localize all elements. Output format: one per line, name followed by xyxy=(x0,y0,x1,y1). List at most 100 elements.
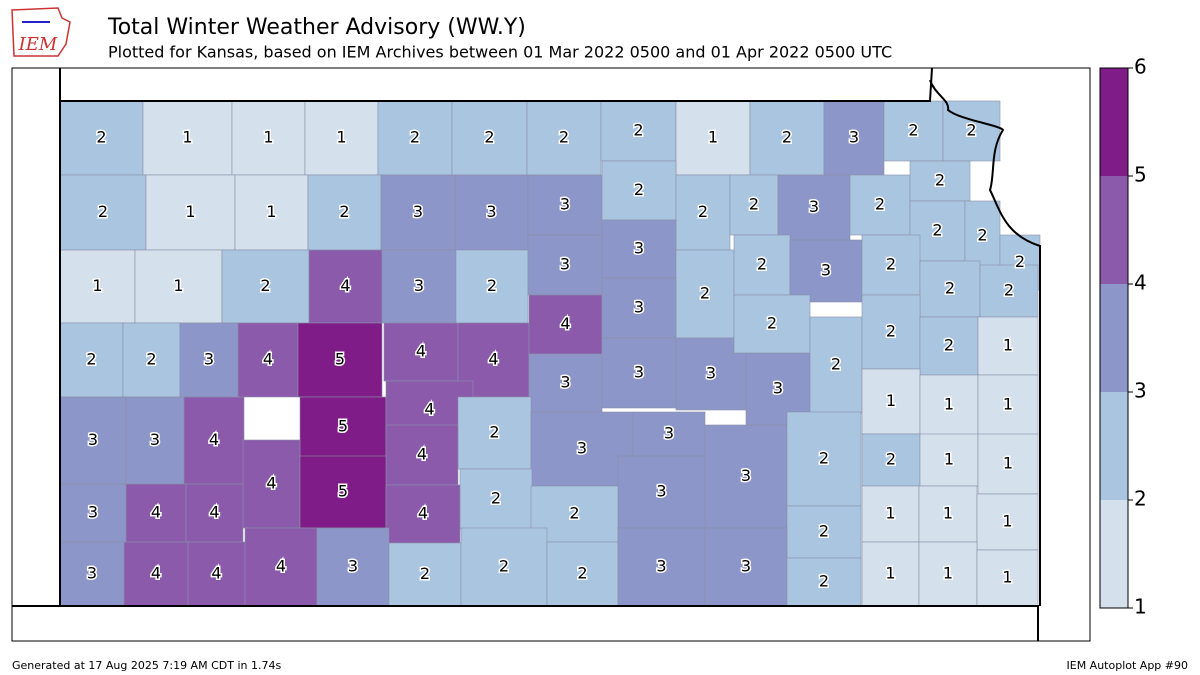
county-label: 2 xyxy=(146,350,156,369)
county-label: 2 xyxy=(819,572,829,591)
logo-outline xyxy=(11,7,71,57)
county-label: 2 xyxy=(96,128,106,147)
county-label: 4 xyxy=(266,474,276,493)
county xyxy=(457,396,532,470)
county-label: 2 xyxy=(420,564,430,583)
colorbar: 1 2 3 4 5 6 xyxy=(1099,55,1147,619)
county-label: 2 xyxy=(559,128,569,147)
county xyxy=(122,322,181,398)
county-label: 1 xyxy=(336,128,346,147)
county xyxy=(861,433,921,487)
county-label: 1 xyxy=(263,128,273,147)
county-label: 4 xyxy=(340,276,350,295)
county-label: 3 xyxy=(87,564,97,583)
county-label: 3 xyxy=(88,503,98,522)
county-label: 1 xyxy=(708,128,718,147)
county xyxy=(919,316,979,376)
county xyxy=(749,100,825,176)
county xyxy=(244,527,318,607)
county-label: 3 xyxy=(560,195,570,214)
county xyxy=(909,160,971,202)
county-label: 2 xyxy=(966,121,976,140)
county-label: 3 xyxy=(656,557,666,576)
county-label: 4 xyxy=(276,557,286,576)
counties: 2 1 1 1 2 2 2 2 1 2 3 2 2 2 1 1 2 3 3 3 2 2 2 3 2 2 2 2 2 1 1 2 4 3 2 3 3 2 2 3… xyxy=(59,100,1041,607)
county-label: 3 xyxy=(413,202,423,221)
county xyxy=(316,527,390,607)
map-frame xyxy=(11,67,1091,642)
county-label: 3 xyxy=(634,363,644,382)
county xyxy=(454,174,529,251)
county-label: 3 xyxy=(560,255,570,274)
county xyxy=(704,424,788,529)
county xyxy=(918,485,978,543)
county-label: 2 xyxy=(819,522,829,541)
county-label: 3 xyxy=(560,373,570,392)
footer-right: IEM Autoplot App #90 xyxy=(1067,659,1189,672)
county-label: 1 xyxy=(1002,568,1012,587)
county-label: 3 xyxy=(741,557,751,576)
county-label: 3 xyxy=(486,202,496,221)
county-label: 2 xyxy=(831,355,841,374)
county-label: 5 xyxy=(338,417,348,436)
county-label: 3 xyxy=(634,298,644,317)
county-label: 2 xyxy=(410,128,420,147)
county-label: 2 xyxy=(767,314,777,333)
county xyxy=(381,249,457,324)
county-label: 1 xyxy=(1003,454,1013,473)
county-label: 3 xyxy=(821,261,831,280)
county-label: 3 xyxy=(577,439,587,458)
county xyxy=(546,541,619,607)
county xyxy=(977,316,1039,376)
colorbar-bin xyxy=(1100,68,1128,176)
county-label: 2 xyxy=(757,255,767,274)
colorbar-bin xyxy=(1100,500,1128,608)
county-label: 4 xyxy=(424,400,434,419)
county-label: 5 xyxy=(335,350,345,369)
county-label: 1 xyxy=(1003,336,1013,355)
county-label: 3 xyxy=(348,557,358,576)
county-label: 2 xyxy=(569,504,579,523)
county xyxy=(528,353,603,413)
county xyxy=(185,483,244,543)
county xyxy=(455,249,529,324)
county-label: 5 xyxy=(338,482,348,501)
county xyxy=(601,160,677,221)
county-label: 4 xyxy=(560,314,570,333)
county-label: 2 xyxy=(908,121,918,140)
county-label: 1 xyxy=(943,504,953,523)
county xyxy=(632,411,706,457)
county-label: 2 xyxy=(86,350,96,369)
county-label: 1 xyxy=(944,450,954,469)
county-label: 2 xyxy=(945,279,955,298)
county xyxy=(786,557,862,607)
county xyxy=(125,483,187,543)
county xyxy=(919,433,979,487)
county xyxy=(601,277,677,339)
county xyxy=(145,174,236,251)
county xyxy=(861,368,921,435)
county xyxy=(385,424,459,486)
county xyxy=(964,200,1001,272)
county-label: 3 xyxy=(706,364,716,383)
county xyxy=(59,100,144,176)
county xyxy=(526,100,602,176)
colorbar-bin xyxy=(1100,284,1128,392)
county xyxy=(527,174,603,236)
county xyxy=(380,174,456,251)
county xyxy=(601,337,677,409)
county xyxy=(675,100,751,176)
county-label: 1 xyxy=(886,391,896,410)
county-label: 2 xyxy=(260,276,270,295)
county xyxy=(942,100,1001,162)
state-border xyxy=(12,67,1041,641)
county xyxy=(385,484,461,544)
county-label: 1 xyxy=(943,564,953,583)
county xyxy=(460,527,548,607)
county-label: 1 xyxy=(1003,395,1013,414)
colorbar-tick-label: 6 xyxy=(1134,55,1147,79)
county-label: 2 xyxy=(944,336,954,355)
county-label: 2 xyxy=(98,202,108,221)
county-label: 1 xyxy=(944,395,954,414)
county-label: 2 xyxy=(935,171,945,190)
